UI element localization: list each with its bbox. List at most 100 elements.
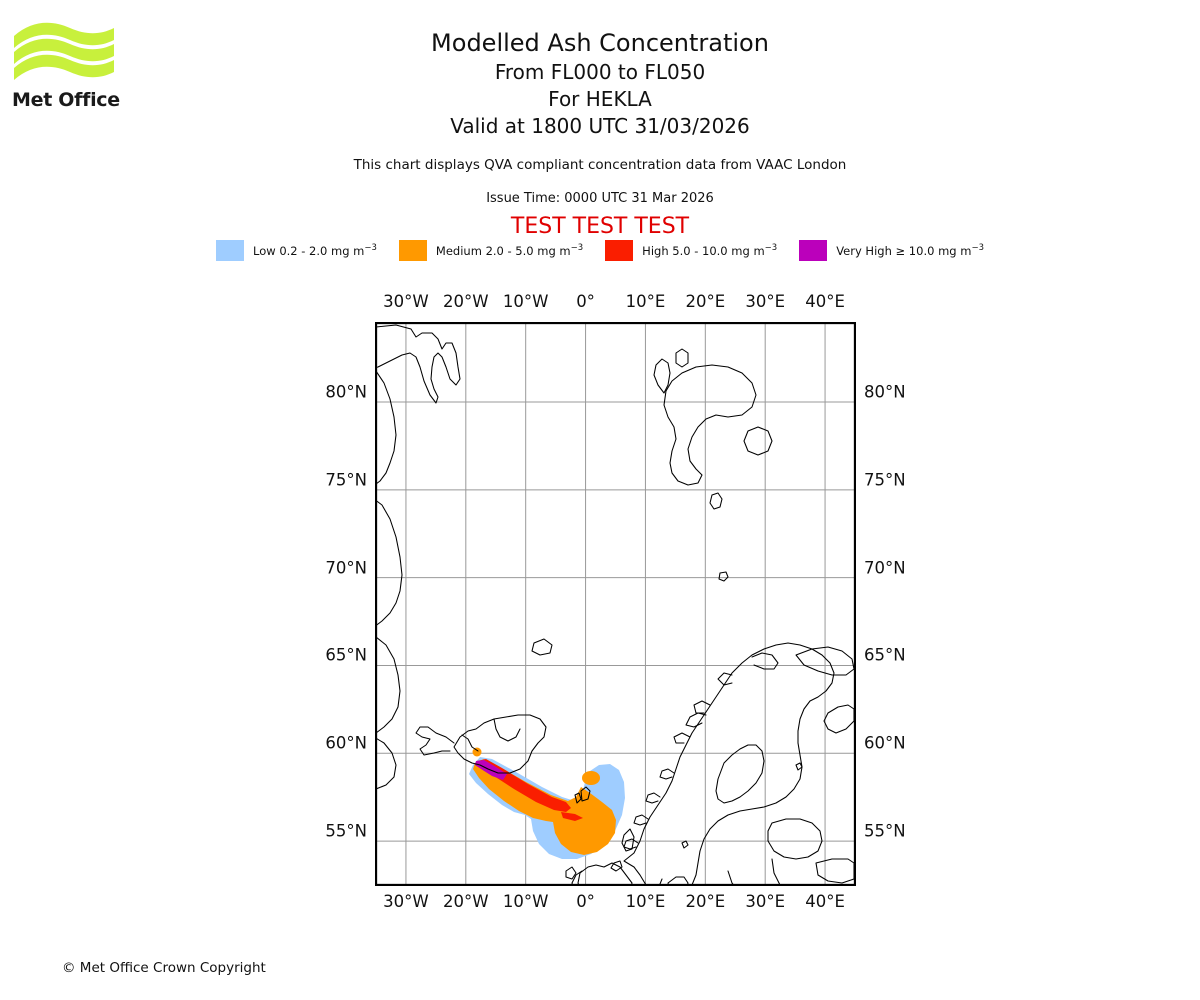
lon-tick-bottom-4: 10°E <box>625 892 666 911</box>
ash-concentration-map <box>375 322 856 886</box>
lon-tick-top-6: 30°E <box>745 292 786 311</box>
volcano-subtitle: For HEKLA <box>548 87 652 111</box>
lat-tick-right-2: 65°N <box>864 645 906 665</box>
page-title: Modelled Ash Concentration <box>431 29 769 57</box>
chart-title-block: Modelled Ash Concentration From FL000 to… <box>0 28 1200 140</box>
legend-swatch-high <box>605 240 634 261</box>
legend-exponent-high: −3 <box>764 243 778 254</box>
lat-tick-left-5: 80°N <box>325 382 367 402</box>
lon-tick-top-1: 20°W <box>443 292 489 311</box>
coast-jan-mayen <box>531 638 553 656</box>
valid-time-subtitle: Valid at 1800 UTC 31/03/2026 <box>450 114 750 138</box>
coast-norway-fjords-7 <box>717 672 733 686</box>
lon-tick-bottom-6: 30°E <box>745 892 786 911</box>
lat-tick-left-3: 70°N <box>325 558 367 578</box>
lat-tick-left-0: 55°N <box>325 821 367 841</box>
legend-item-medium: Medium 2.0 - 5.0 mg m−3 <box>398 240 584 261</box>
met-office-logo-text: Met Office <box>12 89 120 111</box>
coast-scandinavia <box>623 642 835 885</box>
ash-plume <box>469 747 625 859</box>
coast-white-sea <box>823 704 855 734</box>
legend-item-high: High 5.0 - 10.0 mg m−3 <box>605 240 777 261</box>
legend-swatch-medium <box>398 240 427 261</box>
coast-scotland-detail <box>571 870 583 885</box>
copyright-text: © Met Office Crown Copyright <box>62 960 266 976</box>
coast-finnmark <box>751 652 779 670</box>
legend-item-low: Low 0.2 - 2.0 mg m−3 <box>216 240 377 261</box>
coast-denmark <box>667 876 689 885</box>
coast-faroe-islands <box>580 786 591 802</box>
source-marker <box>472 747 482 757</box>
lat-tick-right-1: 60°N <box>864 733 906 753</box>
border-line-1 <box>771 858 781 885</box>
lon-tick-bottom-1: 20°W <box>443 892 489 911</box>
coast-iceland-detail-a <box>461 734 479 752</box>
lat-tick-left-2: 65°N <box>325 645 367 665</box>
coast-bear-island <box>718 571 729 582</box>
plume-high-fragment <box>561 812 583 821</box>
lat-tick-left-4: 75°N <box>325 470 367 490</box>
coast-faroe-islands-2 <box>574 792 582 804</box>
lon-tick-bottom-0: 30°W <box>383 892 429 911</box>
coast-greenland-inlet-b <box>376 636 401 734</box>
coast-greenland <box>376 324 461 404</box>
coast-iceland-westfjords <box>415 726 455 756</box>
coast-norway-fjords-3 <box>645 792 661 804</box>
qva-compliance-note: This chart displays QVA compliant concen… <box>353 157 847 173</box>
coast-norway-fjords-4 <box>659 768 675 780</box>
lon-tick-top-7: 40°E <box>805 292 845 311</box>
legend-exponent-low: −3 <box>364 243 377 254</box>
coast-shetland <box>621 828 635 852</box>
legend-exponent-very-high: −3 <box>971 243 984 254</box>
coast-svalbard-main <box>663 364 757 486</box>
legend-label-medium: Medium 2.0 - 5.0 mg m−3 <box>435 243 584 258</box>
legend-item-very-high: Very High ≥ 10.0 mg m−3 <box>799 240 984 261</box>
lat-tick-right-0: 55°N <box>864 821 906 841</box>
coast-norway-fjords-1 <box>623 838 639 850</box>
coast-greenland-inlet-a <box>376 499 403 627</box>
legend-exponent-medium: −3 <box>570 243 584 254</box>
coast-greenland-tip <box>376 737 397 790</box>
lon-tick-top-2: 10°W <box>502 292 549 311</box>
lat-tick-right-3: 70°N <box>864 558 906 578</box>
coast-svalbard-islet-1 <box>675 348 689 368</box>
map-canvas <box>376 323 855 885</box>
legend-label-very-high: Very High ≥ 10.0 mg m−3 <box>836 243 984 258</box>
test-banner: TEST TEST TEST <box>510 214 690 239</box>
lat-tick-right-4: 75°N <box>864 470 906 490</box>
lon-tick-bottom-2: 10°W <box>502 892 549 911</box>
coast-iceland-detail-b <box>493 718 521 742</box>
lon-tick-top-4: 10°E <box>625 292 666 311</box>
coast-lofoten <box>685 712 707 728</box>
coast-hebrides-1 <box>565 866 577 880</box>
legend-swatch-very-high <box>799 240 828 261</box>
map-border <box>376 323 855 885</box>
coast-svalbard-edgeoya <box>743 426 773 456</box>
coast-gulf-bothnia <box>715 744 765 804</box>
coast-norway-fjords-5 <box>673 732 691 744</box>
issue-time-text: Issue Time: 0000 UTC 31 Mar 2026 <box>486 191 714 206</box>
coast-iceland <box>453 714 547 774</box>
lat-tick-right-5: 80°N <box>864 382 906 402</box>
coast-norway-fjords-6 <box>693 700 711 714</box>
lon-tick-top-5: 20°E <box>685 292 726 311</box>
legend-label-low: Low 0.2 - 2.0 mg m−3 <box>253 243 377 258</box>
plume-medium-blob <box>582 771 600 785</box>
coast-islet-b <box>681 840 689 849</box>
lon-tick-bottom-5: 20°E <box>685 892 726 911</box>
coast-hopen <box>709 492 723 510</box>
concentration-legend: Low 0.2 - 2.0 mg m−3 Medium 2.0 - 5.0 mg… <box>0 240 1200 261</box>
lon-tick-top-0: 30°W <box>383 292 429 311</box>
legend-label-high: High 5.0 - 10.0 mg m−3 <box>642 243 778 258</box>
legend-swatch-low <box>216 240 244 261</box>
lat-tick-left-1: 60°N <box>325 733 367 753</box>
lon-tick-bottom-7: 40°E <box>805 892 845 911</box>
flight-level-subtitle: From FL000 to FL050 <box>494 60 706 84</box>
lon-tick-bottom-3: 0° <box>576 892 595 911</box>
coast-norway-fjords-2 <box>633 814 649 826</box>
met-office-wave-mark <box>14 22 114 80</box>
met-office-logo: Met Office <box>12 18 132 113</box>
graticule-gridlines <box>376 323 855 885</box>
coast-greenland-lower <box>376 370 397 485</box>
coast-orkney <box>610 860 623 872</box>
